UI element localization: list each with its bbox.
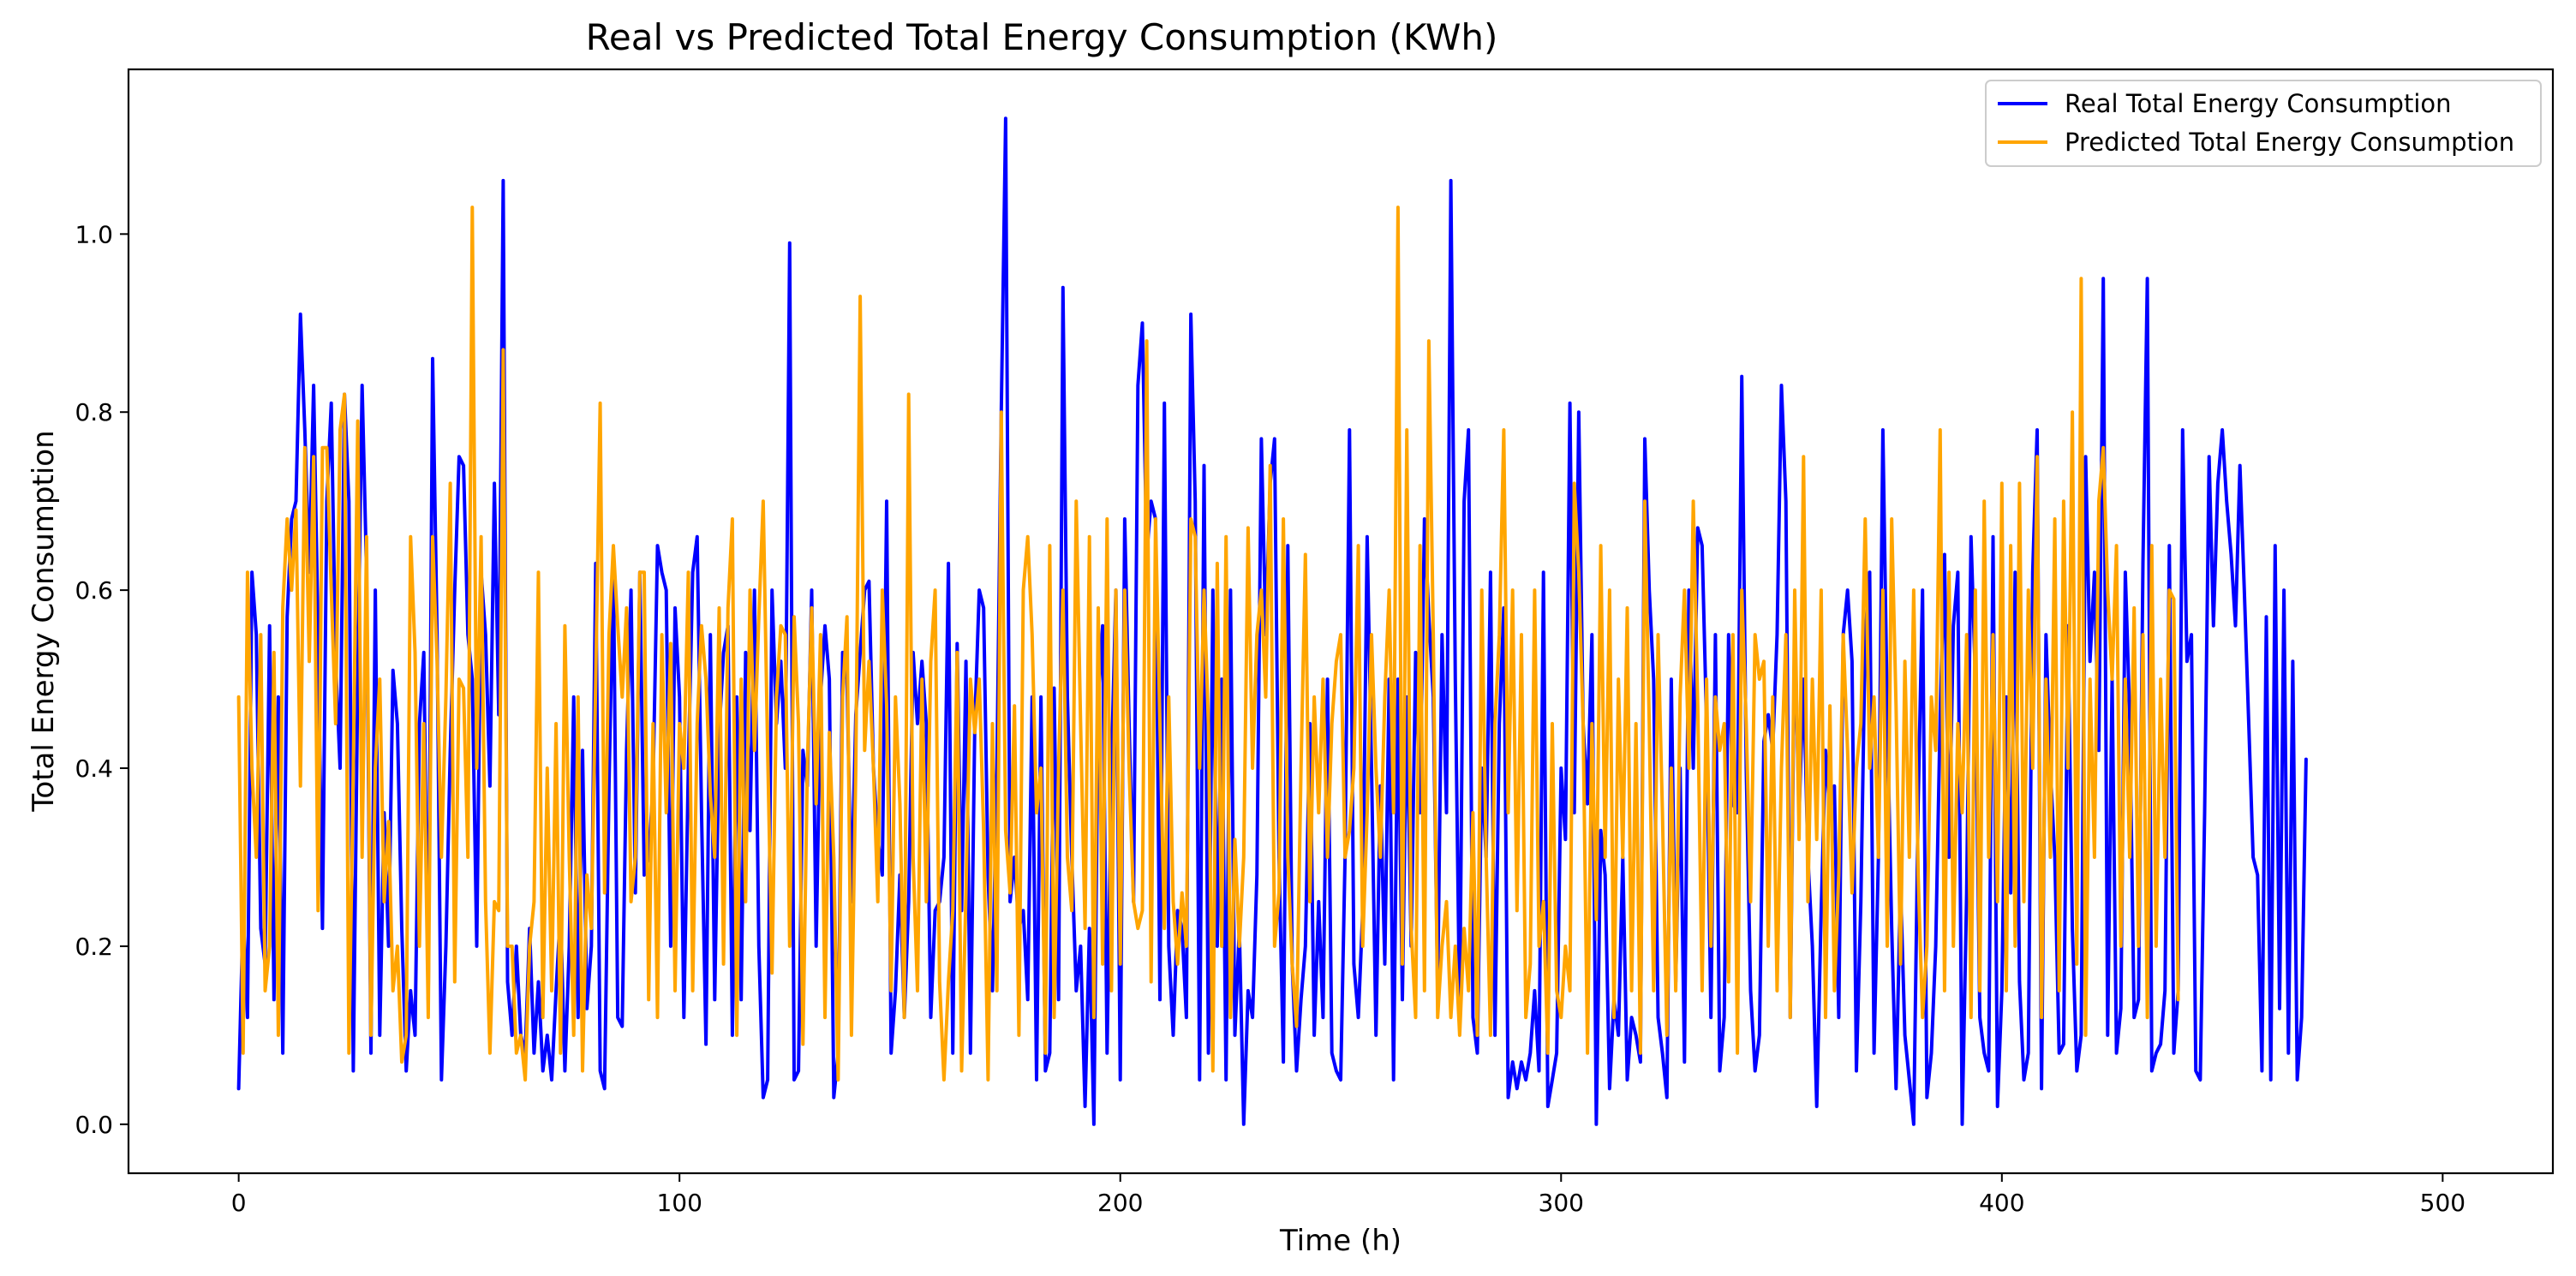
- series-layer: [236, 116, 2308, 1126]
- legend-label-predicted: Predicted Total Energy Consumption: [2065, 128, 2514, 157]
- y-tick-label: 1.0: [75, 220, 113, 248]
- x-tick-label: 100: [656, 1189, 702, 1217]
- y-tick-label: 0.4: [75, 754, 113, 783]
- legend: Real Total Energy Consumption Predicted …: [1985, 80, 2542, 167]
- y-tick-label: 0.8: [75, 398, 113, 426]
- series-line-predicted: [236, 206, 2180, 1082]
- legend-box: [1985, 80, 2542, 167]
- y-tick-label: 0.0: [75, 1111, 113, 1139]
- y-axis: 0.0 0.2 0.4 0.6 0.8 1.0: [75, 220, 129, 1139]
- y-tick-label: 0.6: [75, 576, 113, 605]
- legend-label-real: Real Total Energy Consumption: [2065, 89, 2452, 118]
- y-axis-label: Total Energy Consumption: [27, 430, 61, 812]
- x-tick-label: 500: [2420, 1189, 2465, 1217]
- x-tick-label: 0: [231, 1189, 247, 1217]
- plot-area-frame: [127, 68, 2555, 1175]
- series-line-real: [236, 116, 2308, 1126]
- x-tick-label: 200: [1097, 1189, 1143, 1217]
- chart-title: Real vs Predicted Total Energy Consumpti…: [586, 16, 1498, 58]
- x-tick-label: 400: [1979, 1189, 2024, 1217]
- x-axis-label: Time (h): [1279, 1224, 1402, 1258]
- x-axis: 0 100 200 300 400 500: [231, 1173, 2465, 1217]
- x-tick-label: 300: [1539, 1189, 1584, 1217]
- y-tick-label: 0.2: [75, 933, 113, 961]
